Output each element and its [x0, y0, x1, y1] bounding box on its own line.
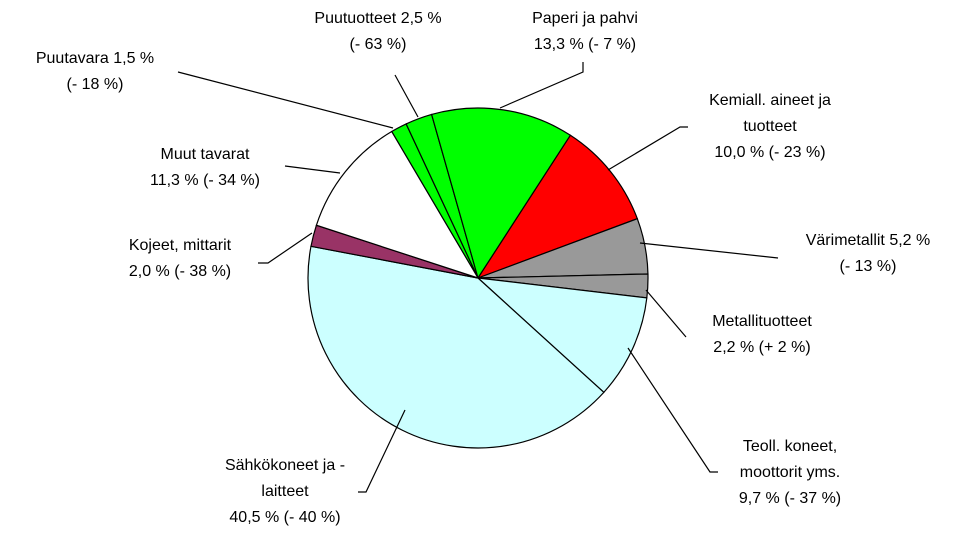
slice-label: Muut tavarat 11,3 % (- 34 %): [105, 142, 305, 194]
slice-label: Värimetallit 5,2 % (- 13 %): [768, 228, 958, 280]
change-label: (- 18 %): [66, 76, 124, 93]
change-label: (- 37 %): [784, 490, 842, 507]
change-label: (- 38 %): [174, 263, 232, 280]
pie-slice: [476, 277, 648, 394]
change-label: (- 13 %): [839, 258, 897, 275]
category-name: Puutuotteet: [314, 10, 397, 27]
leader-line: [358, 409, 406, 493]
category-name: Paperi ja pahvi: [532, 10, 638, 27]
value-label: 5,2 %: [889, 232, 931, 249]
category-name: Sähkökoneet ja -laitteet: [224, 457, 346, 500]
leader-line: [645, 289, 687, 338]
change-label: (- 40 %): [283, 509, 341, 526]
change-label: (- 63 %): [349, 36, 407, 53]
slice-label: Sähkökoneet ja -laitteet 40,5 % (- 40 %): [220, 453, 350, 531]
leader-line: [284, 165, 341, 174]
leader-line: [639, 242, 779, 259]
slice-label: Kemiall. aineet ja tuotteet 10,0 % (- 23 …: [685, 88, 855, 166]
pie-slice: [476, 134, 639, 280]
value-label: 2,2 %: [713, 339, 755, 356]
value-label: 2,5 %: [400, 10, 442, 27]
value-label: 13,3 %: [533, 36, 584, 53]
value-label: 10,0 %: [714, 144, 765, 161]
value-label: 9,7 %: [738, 490, 780, 507]
pie-slice: [430, 107, 572, 280]
slice-label: Metallituotteet 2,2 % (+ 2 %): [662, 309, 862, 361]
value-label: 11,3 %: [150, 172, 199, 189]
value-label: 2,0 %: [128, 263, 170, 280]
value-label: 1,5 %: [113, 50, 155, 67]
value-label: 40,5 %: [229, 509, 280, 526]
category-name: Metallituotteet: [712, 313, 812, 330]
change-label: (- 34 %): [203, 172, 260, 189]
change-label: (- 7 %): [588, 36, 637, 53]
leader-line: [499, 62, 584, 109]
leader-line: [607, 126, 688, 171]
pie-slice: [315, 130, 480, 280]
category-name: Kojeet, mittarit: [128, 237, 232, 254]
leader-line: [627, 347, 718, 473]
change-label: (- 23 %): [768, 144, 826, 161]
change-label: (+ 2 %): [758, 339, 811, 356]
leader-line: [177, 71, 394, 129]
slice-label: Puutavara 1,5 % (- 18 %): [0, 46, 195, 98]
category-name: Puutavara: [35, 50, 109, 67]
pie-slice: [307, 245, 605, 449]
slice-label: Puutuotteet 2,5 % (- 63 %): [278, 6, 478, 58]
slice-label: Kojeet, mittarit 2,0 % (- 38 %): [80, 233, 280, 285]
leader-line: [258, 232, 313, 264]
slice-label: Paperi ja pahvi 13,3 % (- 7 %): [485, 6, 685, 58]
category-name: Kemiall. aineet ja tuotteet: [709, 92, 831, 135]
leader-line: [394, 74, 419, 118]
category-name: Värimetallit: [805, 232, 885, 249]
slice-label: Teoll. koneet, moottorit yms. 9,7 % (- 37…: [720, 434, 860, 512]
category-name: Muut tavarat: [160, 146, 250, 163]
category-name: Teoll. koneet, moottorit yms.: [739, 438, 841, 481]
